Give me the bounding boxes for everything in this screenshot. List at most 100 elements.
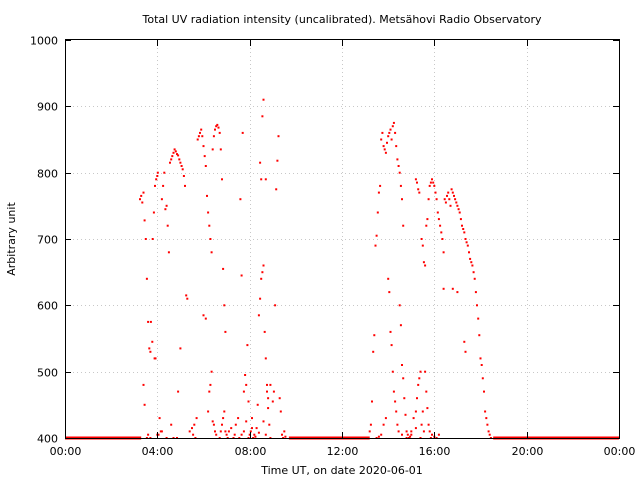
data-point: [195, 417, 198, 420]
data-point: [152, 211, 155, 214]
data-point: [426, 218, 429, 221]
data-point: [446, 194, 448, 197]
data-point: [468, 251, 470, 254]
data-point: [141, 201, 144, 204]
data-point: [201, 135, 204, 138]
data-point: [464, 238, 467, 240]
data-point: [369, 423, 372, 426]
data-point: [262, 420, 265, 423]
data-point: [210, 251, 213, 254]
data-point: [429, 181, 432, 184]
data-point: [283, 430, 286, 433]
data-point: [263, 330, 266, 333]
data-point: [416, 181, 418, 184]
data-point: [440, 231, 443, 234]
data-point: [177, 390, 180, 393]
data-point: [197, 135, 200, 138]
data-point: [481, 377, 484, 380]
data-point: [274, 304, 277, 307]
y-tick-label: 400: [37, 433, 58, 446]
y-tick-label: 600: [37, 300, 58, 313]
data-point: [464, 350, 467, 353]
data-point: [173, 148, 176, 151]
data-point: [404, 413, 407, 416]
data-point: [381, 131, 384, 134]
data-point: [171, 155, 174, 158]
data-point: [432, 181, 435, 184]
data-point: [247, 400, 250, 403]
data-point: [483, 390, 485, 393]
data-point: [264, 433, 267, 436]
data-point: [380, 138, 383, 141]
data-point: [384, 151, 387, 154]
data-point: [424, 264, 427, 267]
data-point: [442, 251, 445, 254]
data-point: [458, 211, 461, 214]
data-point: [397, 165, 400, 167]
data-point: [260, 277, 263, 280]
x-tick-label: 08:00: [235, 445, 267, 458]
data-point: [139, 198, 141, 201]
data-point: [208, 224, 211, 227]
data-point: [391, 125, 394, 128]
data-point: [424, 370, 427, 373]
data-point: [246, 344, 249, 347]
data-point: [382, 423, 385, 426]
data-point: [145, 277, 148, 280]
data-point: [192, 433, 195, 436]
data-point: [389, 330, 392, 333]
data-point: [406, 433, 409, 436]
data-point: [427, 423, 430, 426]
data-point: [156, 175, 159, 177]
plot-frame: [65, 39, 620, 439]
data-point: [402, 377, 405, 380]
data-point: [262, 98, 265, 101]
data-point: [484, 410, 487, 413]
data-point: [186, 297, 189, 300]
x-tick-label: 16:00: [419, 445, 451, 458]
data-point: [433, 184, 436, 187]
data-point: [217, 126, 220, 129]
data-point: [160, 198, 163, 201]
data-point: [219, 430, 222, 433]
data-point: [181, 168, 184, 171]
data-point: [478, 334, 481, 337]
data-point: [223, 410, 226, 413]
data-point: [172, 151, 175, 154]
data-point: [488, 433, 491, 436]
data-point: [216, 123, 219, 126]
x-tick-label: 04:00: [142, 445, 174, 458]
data-point: [242, 430, 245, 433]
data-point: [420, 423, 423, 426]
data-point: [212, 135, 215, 138]
data-point: [269, 383, 272, 386]
data-point: [277, 135, 280, 138]
x-tick-label: 00:00: [604, 445, 636, 458]
data-point: [212, 423, 215, 426]
data-point: [428, 430, 431, 433]
data-point: [281, 433, 283, 436]
data-point: [237, 417, 240, 420]
data-point: [211, 420, 214, 423]
data-point: [151, 238, 154, 240]
data-point: [401, 364, 403, 366]
data-point: [372, 350, 375, 353]
data-point: [373, 334, 376, 337]
data-point: [469, 257, 472, 260]
data-point: [398, 171, 401, 174]
data-point: [383, 148, 386, 151]
data-point: [471, 264, 474, 267]
grid-lines: [65, 40, 619, 438]
data-point: [179, 347, 182, 350]
data-point: [147, 320, 150, 323]
data-point: [143, 403, 146, 406]
data-point: [417, 188, 420, 191]
data-point: [167, 251, 170, 254]
data-point: [219, 148, 222, 151]
data-point: [395, 410, 398, 413]
data-point: [375, 234, 378, 237]
data-point: [425, 224, 428, 227]
y-tick-label: 700: [37, 234, 58, 247]
data-point: [221, 423, 223, 426]
data-point: [418, 191, 421, 194]
